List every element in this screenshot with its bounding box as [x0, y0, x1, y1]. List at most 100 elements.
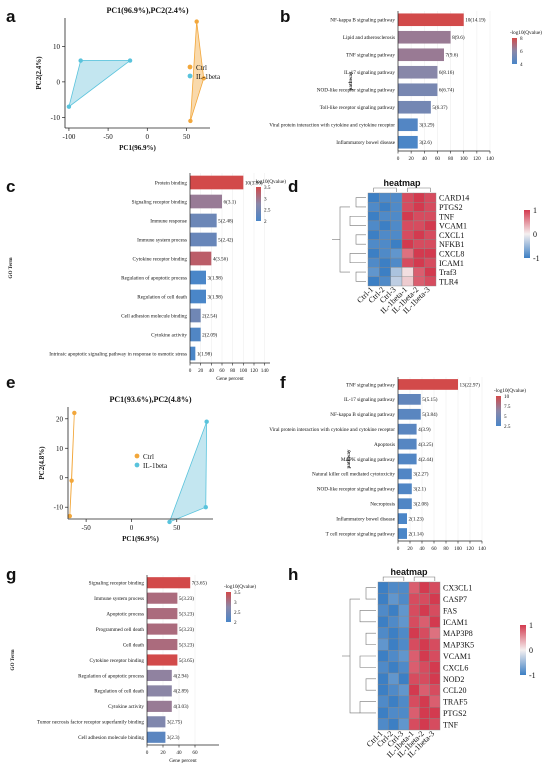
dendrogram-branch: [355, 271, 366, 282]
heatmap-cell: [390, 248, 403, 259]
bar-value-label: 4(3.9): [418, 426, 431, 433]
x-tick-label: 0: [397, 546, 400, 552]
heatmap-cell: [390, 229, 403, 240]
row-label: ICAM1: [439, 259, 464, 268]
bar: [398, 30, 451, 44]
bar-value-label: 4(2.44): [418, 456, 433, 463]
heatmap-cell: [429, 615, 441, 628]
legend-tick-label: 6: [520, 49, 523, 55]
heatmap-cell: [367, 229, 380, 240]
row-label: CXCL8: [439, 249, 464, 258]
x-tick-label: 40: [419, 546, 425, 552]
bar: [147, 716, 166, 728]
heatmap-cell: [367, 220, 380, 231]
heatmap-cell: [398, 684, 410, 697]
x-tick-label: 80: [443, 546, 449, 552]
heatmap-cell: [367, 276, 380, 287]
legend-tick-label: 1: [529, 621, 533, 630]
category-label: Regulation of apoptotic process: [78, 672, 144, 679]
heatmap-cell: [408, 707, 420, 719]
row-label: MAP3P8: [443, 629, 473, 638]
heatmap-cell: [388, 593, 399, 605]
data-point: [67, 513, 73, 519]
bar: [398, 48, 444, 62]
heatmap-cell: [408, 650, 420, 662]
y-axis-title: pathway: [346, 449, 352, 468]
heatmap-cell: [424, 202, 437, 212]
category-label: Cell adhesion molecule binding: [121, 313, 187, 319]
category-label: Tumor necrosis factor receptor superfami…: [37, 719, 145, 726]
heatmap-cell: [424, 267, 437, 277]
dendrogram-branch: [407, 187, 431, 192]
heatmap-cell: [424, 257, 437, 268]
heatmap-cell: [379, 257, 391, 268]
row-label: CARD14: [439, 194, 469, 203]
bar-value-label: 3(2.27): [413, 471, 428, 478]
dendrogram-branch: [339, 206, 350, 273]
bar-value-label: 4(3.03): [173, 703, 188, 710]
row-label: CCL20: [443, 686, 467, 695]
heatmap-cell: [401, 257, 414, 268]
category-label: Toll-like receptor signaling pathway: [320, 105, 396, 111]
heatmap-cell: [419, 707, 430, 719]
heatmap-cell: [401, 211, 414, 222]
x-tick-label: 100: [454, 546, 462, 552]
bar: [190, 327, 201, 342]
data-point: [127, 58, 133, 63]
x-axis-title: Gene percent: [169, 758, 197, 764]
category-label: Signaling receptor binding: [132, 199, 188, 205]
heatmap-cell: [429, 672, 441, 685]
heatmap-cell: [413, 276, 425, 287]
row-label: TNF: [443, 720, 459, 729]
heatmap-cell: [377, 661, 389, 674]
data-point: [203, 505, 208, 510]
x-tick-label: 60: [219, 368, 225, 374]
heatmap-panel-h: heatmap CX3CL1 CASP7 FAS ICAM1 MAP3P8 MAP3K5 VC…: [342, 567, 536, 760]
x-tick-label: 40: [422, 156, 428, 162]
legend-tick-label: 3: [234, 600, 237, 606]
data-point: [201, 76, 206, 81]
dendrogram-branch: [365, 587, 376, 600]
heatmap-cell: [419, 695, 430, 708]
heatmap-cell: [388, 672, 399, 685]
heatmap-cell: [413, 211, 425, 222]
heatmap-cell: [401, 248, 414, 259]
heatmap-cell: [377, 593, 389, 605]
x-tick-label: -100: [62, 133, 75, 141]
bar: [147, 608, 178, 620]
heatmap-cell: [419, 615, 430, 628]
bar-value-label: 5(3.84): [422, 411, 437, 418]
heatmap-cell: [408, 593, 420, 605]
dendrogram-branch: [349, 215, 366, 226]
heatmap-cell: [398, 581, 410, 594]
heatmap-cell: [398, 638, 410, 651]
dendrogram-branch: [359, 610, 376, 623]
heatmap-cell: [419, 672, 430, 685]
chart-title: PC1(96.9%),PC2(2.4%): [107, 6, 189, 15]
heatmap-cell: [408, 604, 420, 617]
heatmap-cell: [408, 615, 420, 628]
category-label: Cytokine receptor binding: [133, 256, 188, 262]
x-tick-label: 60: [435, 156, 441, 162]
bar-value-label: 4(2.94): [173, 672, 188, 679]
bar: [190, 270, 206, 285]
bar: [147, 623, 178, 635]
heatmap-cell: [398, 604, 410, 617]
panel-letter-b: b: [280, 7, 290, 26]
legend-tick-label: 8: [520, 36, 523, 42]
heatmap-cell: [379, 229, 391, 240]
category-label: Cytokine activity: [108, 704, 144, 710]
y-tick-label: 0: [60, 474, 64, 482]
legend-label: Ctrl: [196, 64, 207, 72]
bar: [398, 468, 412, 480]
y-tick-label: -10: [54, 504, 64, 512]
legend-tick-label: 4: [520, 62, 523, 68]
bar-value-label: 3(2.1): [413, 486, 426, 493]
heatmap-cell: [429, 593, 441, 605]
heatmap-cell: [413, 248, 425, 259]
heatmap-cell: [413, 257, 425, 268]
legend-tick-label: 0: [533, 230, 537, 239]
legend-tick-label: -1: [533, 254, 540, 263]
heatmap-cell: [377, 650, 389, 662]
